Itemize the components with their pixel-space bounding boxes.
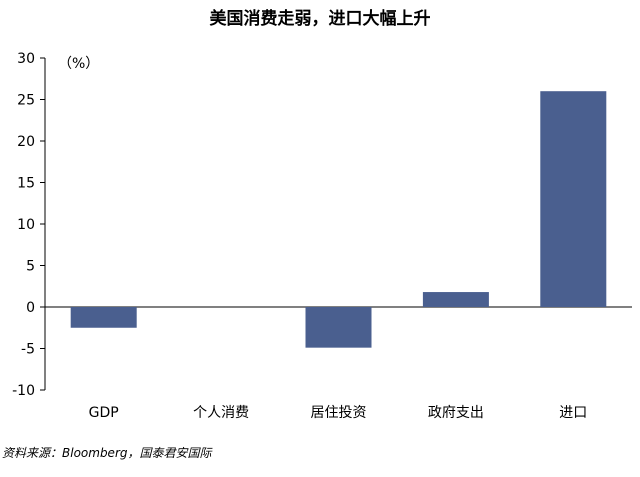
- chart-title: 美国消费走弱，进口大幅上升: [209, 9, 431, 29]
- source-note: 资料来源：Bloomberg，国泰君安国际: [2, 446, 212, 460]
- y-tick-label: 20: [17, 134, 35, 150]
- x-tick-label: 进口: [559, 405, 587, 421]
- unit-label: （%）: [58, 56, 99, 72]
- y-tick-label: 30: [17, 51, 35, 67]
- x-tick-label: 居住投资: [311, 405, 367, 421]
- y-tick-label: -5: [21, 342, 35, 358]
- x-tick-label: 个人消费: [193, 405, 249, 421]
- x-axis-labels: GDP 个人消费 居住投资 政府支出 进口: [89, 405, 588, 421]
- y-axis-ticks: 30 25 20 15 10 5 0 -5 -10: [12, 51, 45, 399]
- y-tick-label: 15: [17, 176, 35, 192]
- bars-group: [70, 91, 607, 348]
- bar: [540, 91, 607, 307]
- x-tick-label: GDP: [89, 405, 119, 421]
- bar: [422, 292, 489, 307]
- y-tick-label: 10: [17, 217, 35, 233]
- y-tick-label: 0: [26, 300, 35, 316]
- y-tick-label: 25: [17, 93, 35, 109]
- y-tick-label: -10: [12, 383, 35, 399]
- y-tick-label: 5: [26, 259, 35, 275]
- x-tick-label: 政府支出: [428, 405, 484, 421]
- bar: [70, 307, 137, 328]
- bar: [305, 307, 372, 348]
